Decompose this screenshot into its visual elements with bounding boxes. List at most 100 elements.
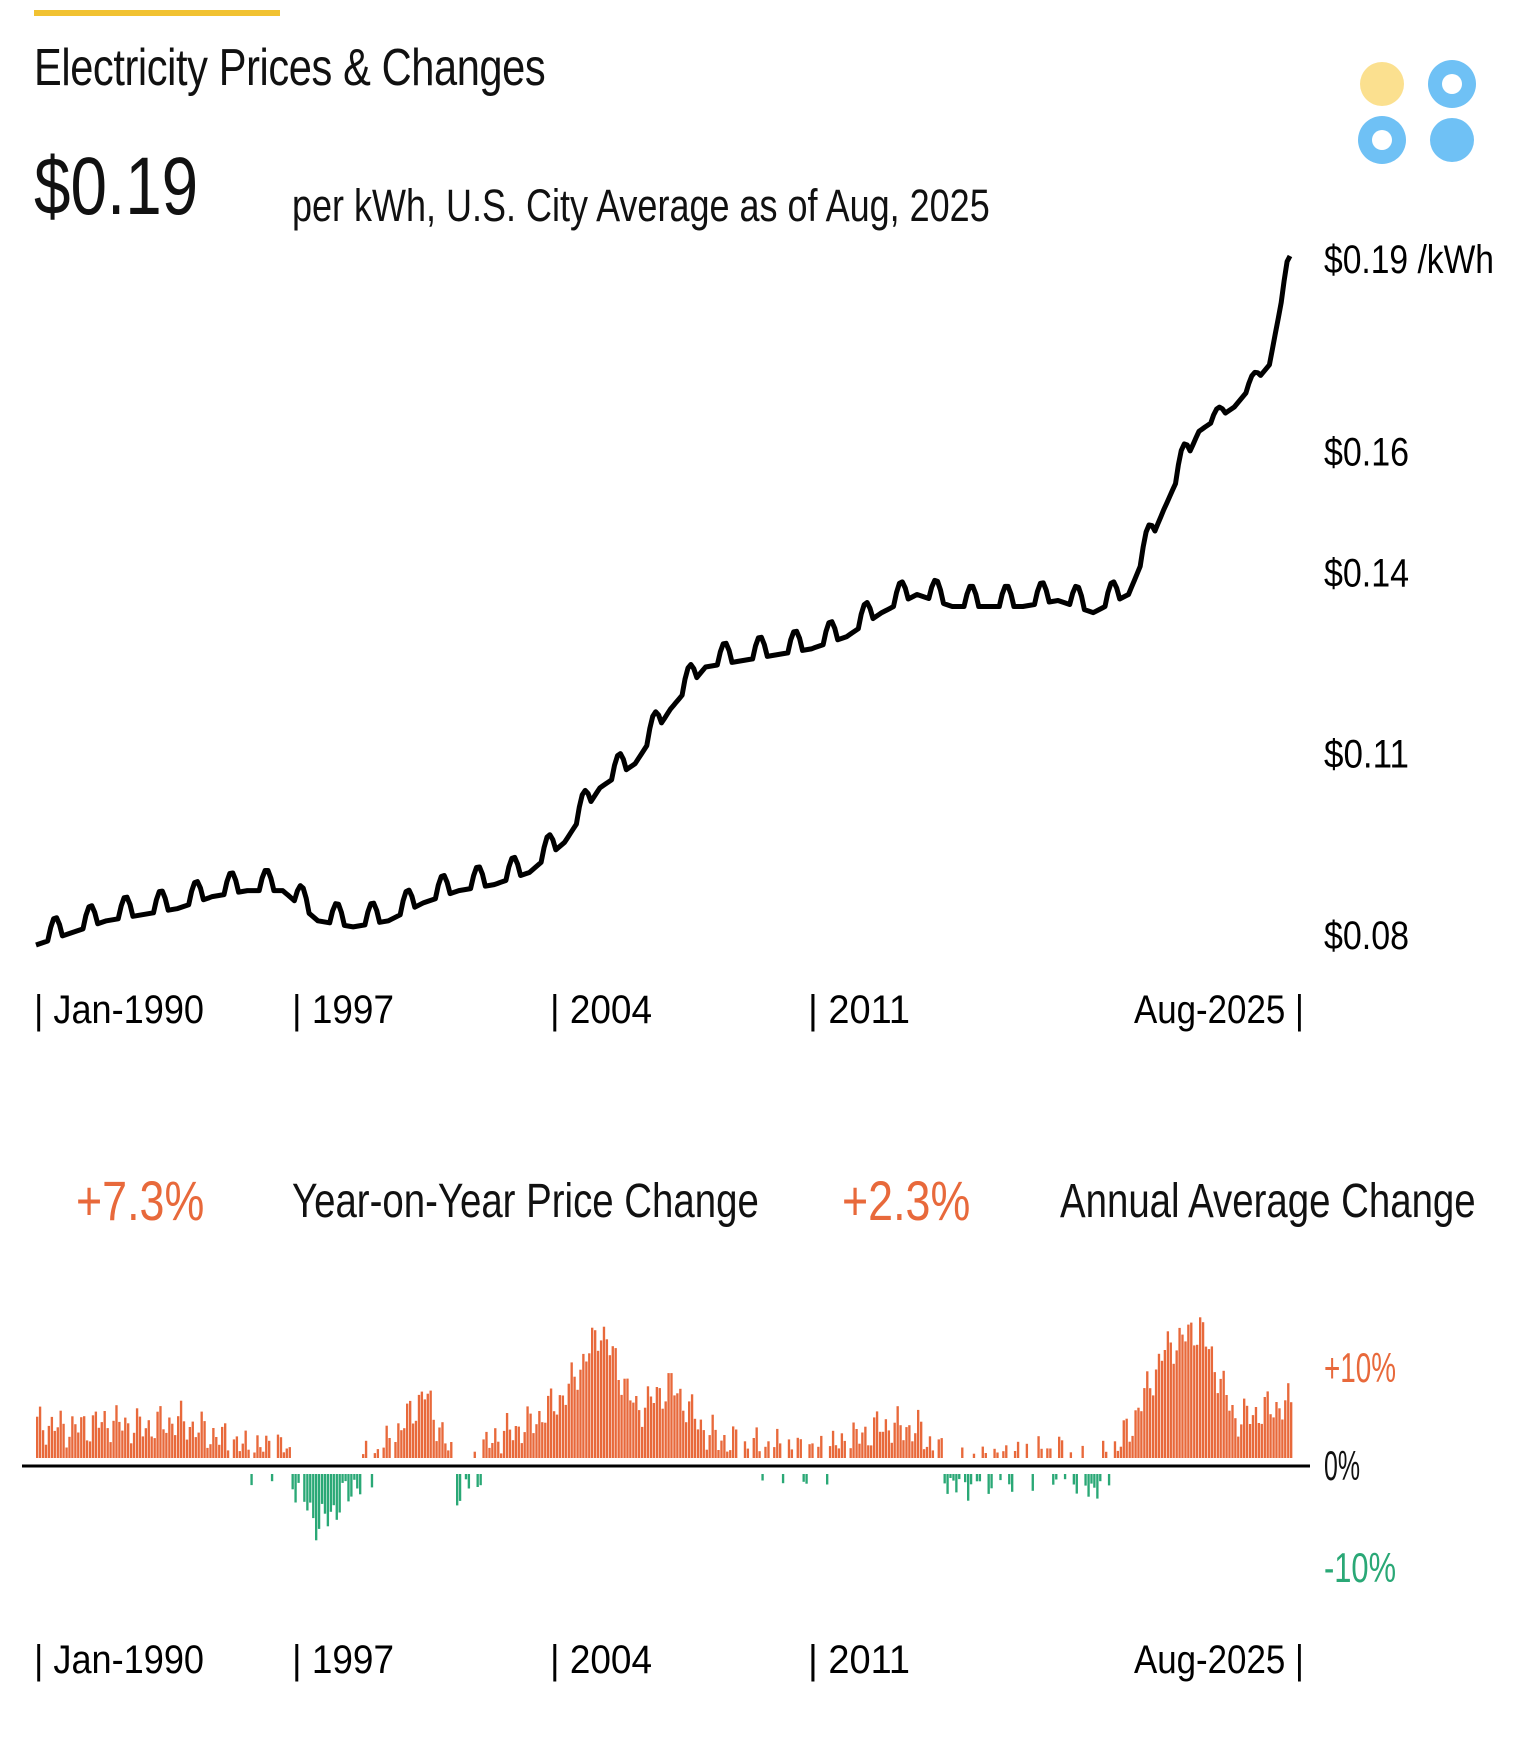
yoy-bar <box>288 1447 291 1458</box>
yoy-bar <box>44 1444 48 1458</box>
yoy-bar <box>476 1474 479 1487</box>
yoy-bar <box>820 1435 823 1458</box>
yoy-bar <box>479 1474 482 1486</box>
yoy-bar <box>168 1417 171 1458</box>
yoy-bar <box>1248 1424 1252 1458</box>
yoy-bar <box>488 1447 491 1458</box>
price-series-line <box>35 254 1293 948</box>
yoy-bar <box>118 1421 121 1458</box>
yoy-bar <box>497 1441 500 1458</box>
yoy-bar <box>755 1427 758 1458</box>
yoy-bar <box>834 1445 838 1458</box>
yoy-bar <box>270 1474 274 1482</box>
yoy-bar <box>135 1408 139 1458</box>
yoy-bar <box>1046 1448 1049 1458</box>
yoy-bar <box>679 1388 682 1458</box>
yoy-bar <box>1096 1474 1099 1499</box>
yoy-bar <box>887 1430 891 1458</box>
y-tick-label: $0.16 <box>1324 430 1409 474</box>
yoy-bar <box>946 1474 949 1494</box>
yoy-bar <box>62 1423 65 1458</box>
yoy-bar <box>221 1426 224 1458</box>
yoy-bar <box>714 1429 717 1458</box>
yoy-bar <box>505 1413 509 1458</box>
x-tick-label: | Jan-1990 <box>34 988 204 1032</box>
yoy-bar <box>1178 1327 1181 1458</box>
yoy-bar <box>97 1427 101 1458</box>
yoy-bar <box>532 1433 535 1458</box>
yoy-bar <box>873 1417 876 1458</box>
yoy-bar <box>265 1435 268 1458</box>
yoy-bar <box>41 1430 45 1458</box>
yoy-bar <box>124 1417 127 1458</box>
x-tick-label: | Jan-1990 <box>34 1638 204 1682</box>
yoy-bar <box>732 1426 735 1458</box>
yoy-bar <box>1278 1408 1281 1458</box>
yoy-bar <box>843 1440 846 1458</box>
yoy-bar <box>535 1424 538 1458</box>
yoy-bar <box>326 1474 330 1527</box>
yoy-bar <box>226 1450 230 1458</box>
yoy-bar <box>218 1444 221 1458</box>
yoy-bar <box>1243 1398 1246 1458</box>
yoy-bar <box>696 1429 700 1458</box>
yoy-bar <box>1157 1353 1161 1458</box>
chart-title: Electricity Prices & Changes <box>34 39 546 97</box>
yoy-bar <box>1266 1391 1269 1458</box>
yoy-bar <box>162 1429 165 1458</box>
yoy-bar <box>1216 1393 1219 1458</box>
yoy-bar <box>36 1416 39 1458</box>
yoy-bar <box>967 1474 970 1501</box>
x-tick-label: | 2011 <box>808 988 910 1032</box>
yoy-bar <box>511 1440 515 1458</box>
yoy-bar <box>362 1454 365 1458</box>
yoy-bar <box>735 1429 738 1458</box>
x-tick-label: | 2004 <box>550 988 652 1032</box>
yoy-bar <box>1011 1474 1014 1492</box>
yoy-bar <box>65 1447 68 1458</box>
yoy-bar <box>655 1387 659 1458</box>
yoy-bar <box>420 1391 424 1458</box>
yoy-bar <box>605 1339 609 1458</box>
yoy-bar <box>1187 1324 1190 1458</box>
yoy-bar <box>241 1443 244 1458</box>
yoy-bar <box>1210 1346 1214 1458</box>
yoy-bar <box>811 1443 814 1458</box>
yoy-bar <box>1287 1383 1290 1458</box>
yoy-bar <box>247 1449 250 1458</box>
yoy-bar <box>426 1393 429 1458</box>
yoy-bar <box>94 1411 98 1458</box>
yoy-bar <box>996 1452 999 1458</box>
yoy-bar <box>799 1439 802 1458</box>
yoy-bar <box>717 1450 720 1458</box>
yoy-bar <box>758 1451 761 1458</box>
yoy-bar <box>937 1439 940 1458</box>
yoy-bar <box>702 1430 705 1458</box>
yoy-bar <box>1122 1420 1125 1458</box>
yoy-bar <box>781 1474 785 1484</box>
yoy-bar <box>165 1432 168 1458</box>
y-tick-label: 0% <box>1324 1442 1360 1489</box>
yoy-bar <box>685 1422 688 1458</box>
y-tick-label: $0.08 <box>1324 914 1409 958</box>
yoy-bar <box>38 1406 42 1458</box>
yoy-bar <box>1146 1371 1149 1458</box>
yoy-bar <box>917 1409 920 1458</box>
yoy-bar <box>567 1383 570 1458</box>
x-tick-label: | 1997 <box>292 1638 394 1682</box>
yoy-bar <box>1222 1370 1225 1458</box>
yoy-bar <box>112 1420 115 1458</box>
yoy-bar <box>1184 1341 1187 1458</box>
yoy-bar <box>1231 1405 1234 1458</box>
yoy-bar <box>676 1393 679 1458</box>
yoy-bar <box>667 1373 670 1458</box>
yoy-bar <box>1063 1474 1067 1480</box>
yoy-bar <box>1005 1445 1008 1458</box>
annual-average-label: Annual Average Change <box>1060 1175 1476 1228</box>
yoy-bar <box>47 1425 51 1458</box>
yoy-bar <box>130 1443 133 1458</box>
yoy-bar <box>500 1453 503 1458</box>
yoy-bar <box>1190 1322 1193 1458</box>
yoy-bar <box>1125 1418 1128 1458</box>
yoy-bar <box>558 1395 562 1458</box>
